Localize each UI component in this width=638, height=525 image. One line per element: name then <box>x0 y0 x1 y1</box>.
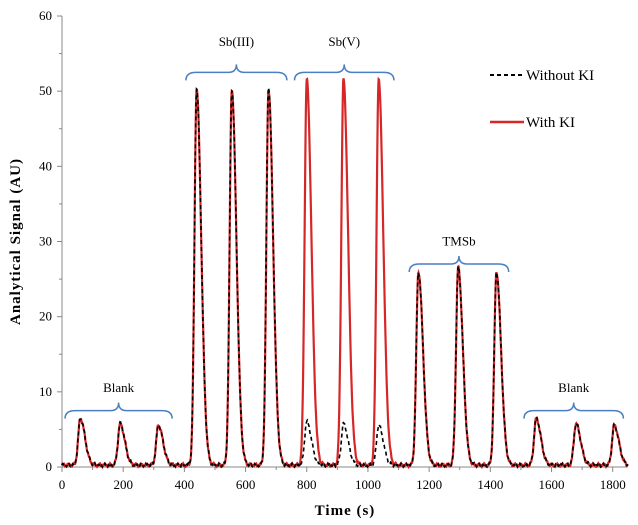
legend-label: With KI <box>526 115 575 131</box>
y-tick-label: 0 <box>46 459 53 474</box>
series-layer <box>60 76 629 470</box>
annotation-bracket <box>408 256 510 273</box>
annotation-label: TMSb <box>442 233 475 248</box>
x-axis-title: Time (s) <box>315 503 376 519</box>
y-tick-label: 40 <box>39 158 52 173</box>
axes: 0 10 20 30 40 50 60 0 200 400 600 800 1000 1200 1400 1… <box>39 8 628 492</box>
y-tick-label: 10 <box>39 384 52 399</box>
x-tick-label: 400 <box>175 477 195 492</box>
x-tick-label: 1000 <box>355 477 381 492</box>
x-tick-label: 0 <box>59 477 66 492</box>
annotation-bracket <box>523 402 625 419</box>
x-tick-label: 600 <box>236 477 256 492</box>
y-axis-title: Analytical Signal (AU) <box>8 158 24 325</box>
y-tick-label: 30 <box>39 234 52 249</box>
annotation-label: Sb(V) <box>328 34 360 49</box>
y-tick-label: 60 <box>39 8 52 23</box>
series-line-without-ki <box>61 87 629 469</box>
x-tick-label: 1400 <box>477 477 503 492</box>
x-tick-label: 1200 <box>416 477 442 492</box>
y-tick-label: 20 <box>39 309 52 324</box>
x-ticks: 0 200 400 600 800 1000 1200 1400 1600 1800 <box>59 467 626 492</box>
x-tick-label: 1800 <box>600 477 626 492</box>
y-tick-label: 50 <box>39 83 52 98</box>
x-tick-label: 200 <box>113 477 133 492</box>
annotation-bracket <box>293 64 395 81</box>
y-ticks: 0 10 20 30 40 50 60 <box>39 8 62 474</box>
annotation-layer: Blank Sb(III) Sb(V) TMSb Blank <box>64 34 625 419</box>
annotation-label: Sb(III) <box>219 34 254 49</box>
annotation-label: Blank <box>103 380 135 395</box>
annotation-bracket <box>64 402 173 419</box>
series-line-with-ki <box>60 76 629 470</box>
legend: Without KI With KI <box>490 68 594 131</box>
legend-label: Without KI <box>526 68 594 84</box>
annotation-label: Blank <box>558 380 590 395</box>
x-tick-label: 1600 <box>539 477 565 492</box>
x-tick-label: 800 <box>297 477 317 492</box>
annotation-bracket <box>185 64 288 81</box>
